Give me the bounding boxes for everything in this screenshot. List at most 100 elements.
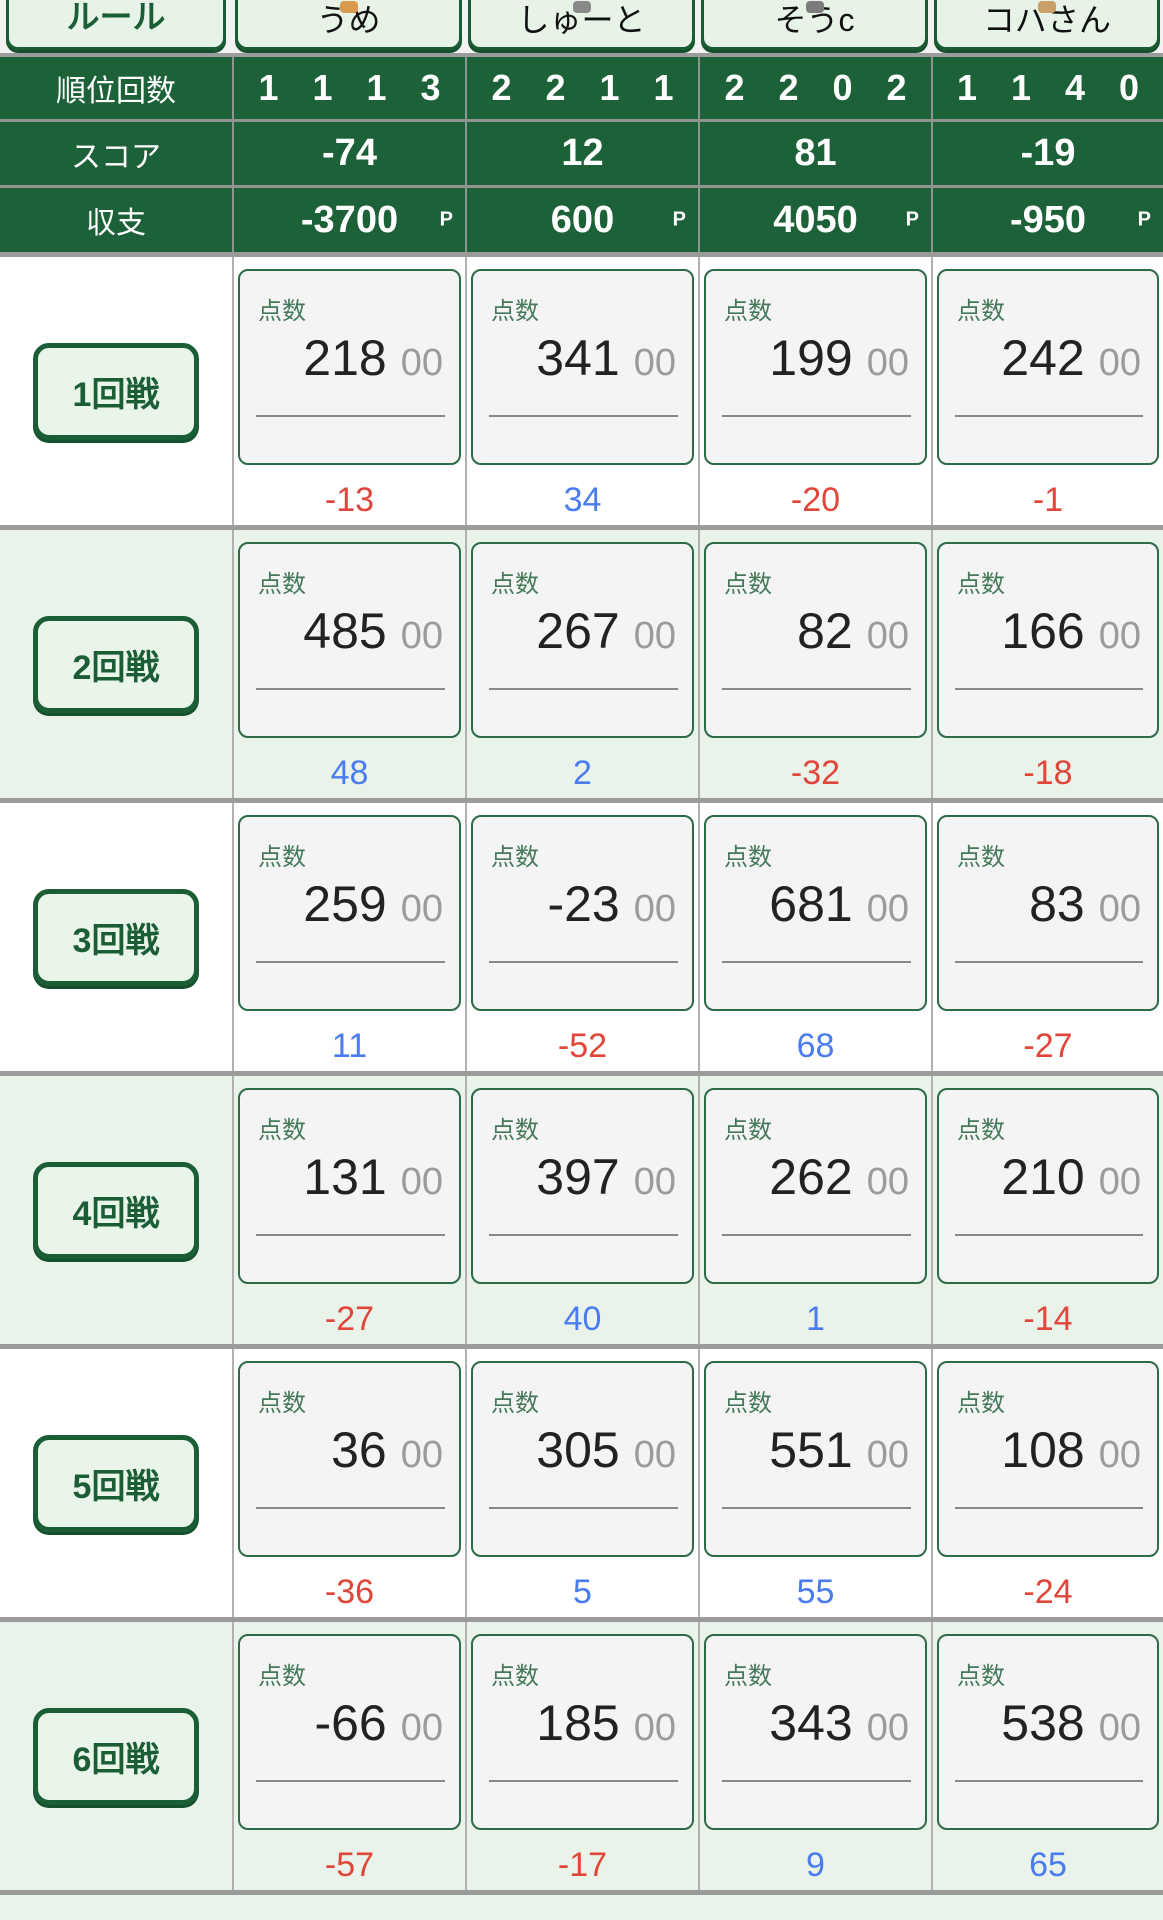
points-field[interactable]: 点数 343 00: [704, 1634, 927, 1830]
player-round-cell: 点数 397 00 40: [465, 1076, 698, 1344]
balance-row: 収支 -3700 P 600 P 4050 P -950 P: [0, 188, 1163, 252]
points-underline: [256, 688, 445, 690]
points-field[interactable]: 点数 36 00: [238, 1361, 461, 1557]
points-field-label: 点数: [491, 1390, 539, 1417]
points-field[interactable]: 点数 82 00: [704, 542, 927, 738]
points-field[interactable]: 点数 341 00: [471, 269, 694, 465]
points-field[interactable]: 点数 681 00: [704, 815, 927, 1011]
points-underline: [489, 1234, 678, 1236]
points-field-label: 点数: [724, 1663, 772, 1690]
points-value: 341: [536, 330, 620, 386]
points-field[interactable]: 点数 551 00: [704, 1361, 927, 1557]
player-header-cell: うめ: [232, 0, 465, 53]
points-value: -66: [314, 1695, 387, 1751]
points-field[interactable]: 点数 242 00: [937, 269, 1159, 465]
points-suffix: 00: [1098, 1161, 1141, 1203]
points-field-label: 点数: [957, 844, 1005, 871]
points-underline: [489, 1507, 678, 1509]
rank-counts-label: 順位回数: [56, 75, 176, 108]
player-name-button[interactable]: しゅーと: [468, 0, 695, 50]
round-delta: -36: [324, 1572, 375, 1611]
points-field-label: 点数: [491, 1117, 539, 1144]
round-button[interactable]: 6回戦: [33, 1707, 199, 1805]
points-field[interactable]: 点数 210 00: [937, 1088, 1159, 1284]
round-button[interactable]: 2回戦: [33, 615, 199, 713]
points-field[interactable]: 点数 218 00: [238, 269, 461, 465]
player-round-cell: 点数 -23 00 -52: [465, 803, 698, 1071]
points-value: 36: [331, 1422, 387, 1478]
round-label-cell: 3回戦: [0, 803, 232, 1071]
points-field[interactable]: 点数 131 00: [238, 1088, 461, 1284]
points-field[interactable]: 点数 185 00: [471, 1634, 694, 1830]
round-button[interactable]: 1回戦: [33, 342, 199, 440]
stats-band: 順位回数 1 1 1 3 2 2 1 1 2 2 0 2 1 1 4 0 スコア…: [0, 57, 1163, 257]
score-row: スコア -74 12 81 -19: [0, 122, 1163, 185]
points-field[interactable]: 点数 -66 00: [238, 1634, 461, 1830]
points-value-row: 551 00: [769, 1421, 909, 1479]
points-value-row: 242 00: [1001, 329, 1141, 387]
round-delta: 2: [573, 753, 592, 792]
points-suffix: 00: [400, 615, 443, 657]
player-name-button[interactable]: うめ: [235, 0, 462, 50]
player-round-cell: 点数 82 00 -32: [698, 530, 931, 798]
points-value-row: -66 00: [314, 1694, 443, 1752]
points-field-label: 点数: [724, 571, 772, 598]
points-field[interactable]: 点数 397 00: [471, 1088, 694, 1284]
points-value: 681: [769, 876, 853, 932]
points-value: 259: [303, 876, 387, 932]
points-field[interactable]: 点数 166 00: [937, 542, 1159, 738]
points-value: 551: [769, 1422, 853, 1478]
points-field[interactable]: 点数 305 00: [471, 1361, 694, 1557]
round-delta: -17: [557, 1845, 608, 1884]
player-name-button[interactable]: コバさん: [934, 0, 1160, 50]
round-button[interactable]: 3回戦: [33, 888, 199, 986]
points-value: 210: [1001, 1149, 1085, 1205]
points-field[interactable]: 点数 262 00: [704, 1088, 927, 1284]
points-underline: [256, 1507, 445, 1509]
points-field[interactable]: 点数 108 00: [937, 1361, 1159, 1557]
player-round-cell: 点数 343 00 9: [698, 1622, 931, 1890]
player-round-cell: 点数 166 00 -18: [931, 530, 1163, 798]
round-delta: -52: [557, 1026, 608, 1065]
points-field[interactable]: 点数 538 00: [937, 1634, 1159, 1830]
points-value-row: 108 00: [1001, 1421, 1141, 1479]
points-suffix: 00: [1098, 615, 1141, 657]
points-field[interactable]: 点数 83 00: [937, 815, 1159, 1011]
score-value: -19: [1020, 132, 1076, 174]
player-name-button[interactable]: そうc: [701, 0, 928, 50]
points-field[interactable]: 点数 485 00: [238, 542, 461, 738]
points-suffix: 00: [400, 1434, 443, 1476]
round-delta: -14: [1023, 1299, 1073, 1338]
points-field[interactable]: 点数 -23 00: [471, 815, 694, 1011]
points-value-row: 538 00: [1001, 1694, 1141, 1752]
player-icon: [572, 1, 591, 13]
points-value-row: 210 00: [1001, 1148, 1141, 1206]
points-suffix: 00: [400, 888, 443, 930]
round-label-cell: 6回戦: [0, 1622, 232, 1890]
rule-button[interactable]: ルール: [6, 0, 226, 50]
player-icon: [805, 1, 824, 13]
points-field[interactable]: 点数 267 00: [471, 542, 694, 738]
points-field[interactable]: 点数 259 00: [238, 815, 461, 1011]
player-round-cell: 点数 36 00 -36: [232, 1349, 465, 1617]
round-delta: 9: [806, 1845, 825, 1884]
points-underline: [722, 415, 911, 417]
points-field-label: 点数: [724, 844, 772, 871]
points-underline: [955, 1780, 1143, 1782]
round-button[interactable]: 4回戦: [33, 1161, 199, 1259]
score-value: -74: [322, 132, 377, 174]
round-delta: 34: [563, 480, 602, 519]
round-button[interactable]: 5回戦: [33, 1434, 199, 1532]
points-value: 166: [1001, 603, 1085, 659]
balance-unit: P: [439, 208, 453, 231]
round-label-cell: 1回戦: [0, 257, 232, 525]
rounds-table: 1回戦 点数 218 00 -13 点数 341 00 34 点数 199: [0, 257, 1163, 1895]
points-field-label: 点数: [258, 844, 306, 871]
points-field[interactable]: 点数 199 00: [704, 269, 927, 465]
points-suffix: 00: [633, 615, 676, 657]
points-suffix: 00: [866, 342, 909, 384]
round-delta: -13: [324, 480, 375, 519]
player-round-cell: 点数 108 00 -24: [931, 1349, 1163, 1617]
points-underline: [489, 1780, 678, 1782]
balance-value: 4050: [773, 198, 858, 241]
